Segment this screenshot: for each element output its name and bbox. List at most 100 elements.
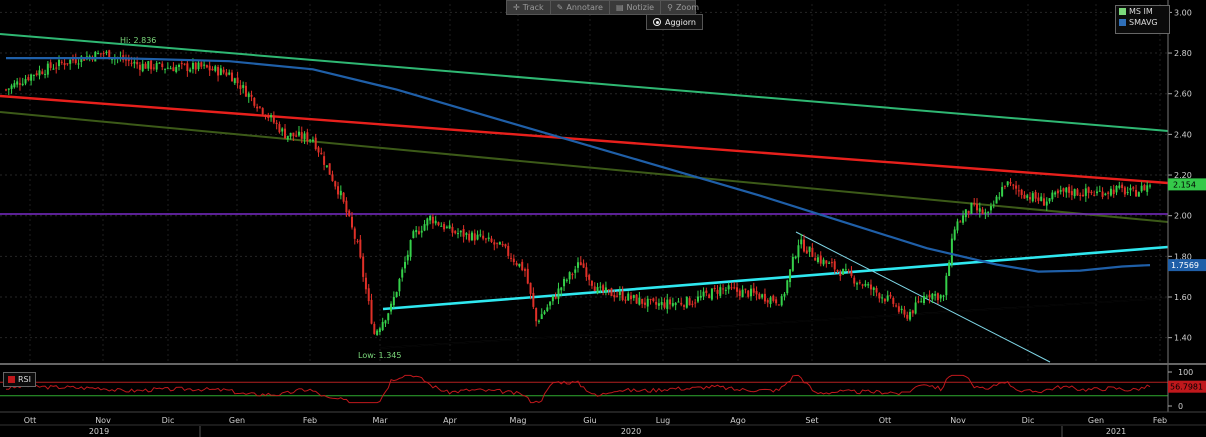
candle-body (535, 307, 538, 322)
candle-body (663, 302, 666, 308)
candle-body (1107, 192, 1110, 194)
refresh-button[interactable]: Aggiorn (646, 14, 703, 30)
candle-body (922, 296, 925, 303)
candle-body (973, 202, 976, 205)
candle-body (716, 289, 719, 294)
candle-body (364, 277, 367, 290)
candle-body (830, 262, 833, 264)
candle-body (401, 269, 404, 278)
candle-body (741, 289, 744, 298)
track-button[interactable]: ✛ Track (507, 1, 551, 14)
candle-body (565, 279, 568, 281)
x-tick-label: Apr (443, 416, 458, 425)
candle-body (376, 330, 379, 335)
candle-body (1003, 185, 1006, 187)
candle-body (487, 237, 490, 239)
candle-body (46, 63, 49, 75)
candle-body (546, 307, 549, 311)
candle-body (1001, 186, 1004, 197)
news-button[interactable]: ▤ Notizie (610, 1, 662, 14)
candle-body (571, 274, 574, 276)
candle-body (434, 220, 437, 224)
candle-body (666, 299, 669, 309)
candle-body (613, 294, 616, 298)
candle-body (225, 72, 228, 76)
candle-body (219, 68, 222, 76)
candle-body (1059, 190, 1062, 192)
zoom-button[interactable]: ⚲ Zoom (661, 1, 705, 14)
green-trendline (0, 33, 1169, 132)
magnifier-icon: ⚲ (667, 3, 673, 12)
candle-body (585, 267, 588, 277)
candle-body (819, 255, 822, 264)
candle-body (643, 302, 646, 305)
candle-body (189, 69, 192, 72)
candle-body (52, 68, 55, 70)
candle-body (635, 294, 638, 304)
candle-body (744, 288, 747, 290)
candle-body (853, 277, 856, 284)
candle-body (543, 311, 546, 314)
candle-body (825, 260, 828, 264)
crosshair-icon: ✛ (513, 3, 520, 12)
candle-body (727, 285, 730, 290)
candle-body (370, 299, 373, 324)
candle-body (440, 225, 443, 227)
candle-body (869, 284, 872, 290)
candle-body (747, 290, 750, 297)
candle-body (1101, 191, 1104, 197)
candle-body (1031, 193, 1034, 202)
candle-body (590, 280, 593, 286)
candle-body (616, 295, 619, 297)
rsi-tick-label: 100 (1178, 368, 1193, 377)
candle-body (94, 51, 97, 62)
legend-item-ms-im[interactable]: MS IM (1116, 6, 1169, 17)
candle-body (130, 62, 133, 64)
candle-body (610, 288, 613, 297)
candle-body (158, 62, 161, 64)
candle-body (242, 85, 245, 88)
candle-body (1040, 196, 1043, 201)
smavg-line (6, 57, 1151, 273)
last-price-label: 2.154 (1173, 180, 1196, 189)
candle-body (384, 320, 387, 324)
candle-body (297, 131, 300, 136)
x-tick-label: Mar (372, 416, 388, 425)
legend-item-smavg[interactable]: SMAVG (1116, 17, 1169, 28)
rsi-legend[interactable]: RSI (3, 372, 36, 387)
candle-body (211, 68, 214, 71)
candle-body (350, 216, 353, 228)
candle-body (417, 231, 420, 235)
candle-body (816, 257, 819, 263)
candle-body (175, 66, 178, 72)
candle-body (395, 291, 398, 298)
candle-body (295, 135, 298, 137)
rsi-label: RSI (18, 375, 31, 384)
candle-body (512, 258, 515, 263)
candle-body (334, 181, 337, 187)
candle-body (239, 85, 242, 89)
candle-body (920, 301, 923, 303)
y-tick-label: 1.60 (1174, 293, 1192, 302)
candle-body (105, 51, 108, 53)
candle-body (883, 298, 886, 302)
candle-body (387, 313, 390, 321)
x-tick-label: Dic (1022, 416, 1035, 425)
candle-body (228, 72, 231, 75)
candle-body (71, 58, 74, 61)
candle-body (945, 275, 948, 296)
candle-body (180, 63, 183, 65)
candle-body (1090, 191, 1093, 194)
candle-body (498, 242, 501, 245)
candle-body (766, 300, 769, 303)
candle-body (856, 283, 859, 285)
candle-body (989, 206, 992, 211)
candle-body (359, 239, 362, 258)
candle-body (60, 61, 63, 63)
candle-body (208, 65, 211, 71)
x-tick-label: Lug (656, 416, 670, 425)
annotate-button[interactable]: ✎ Annotare (551, 1, 610, 14)
candle-body (32, 74, 35, 76)
candle-body (10, 85, 13, 89)
candle-body (529, 282, 532, 294)
